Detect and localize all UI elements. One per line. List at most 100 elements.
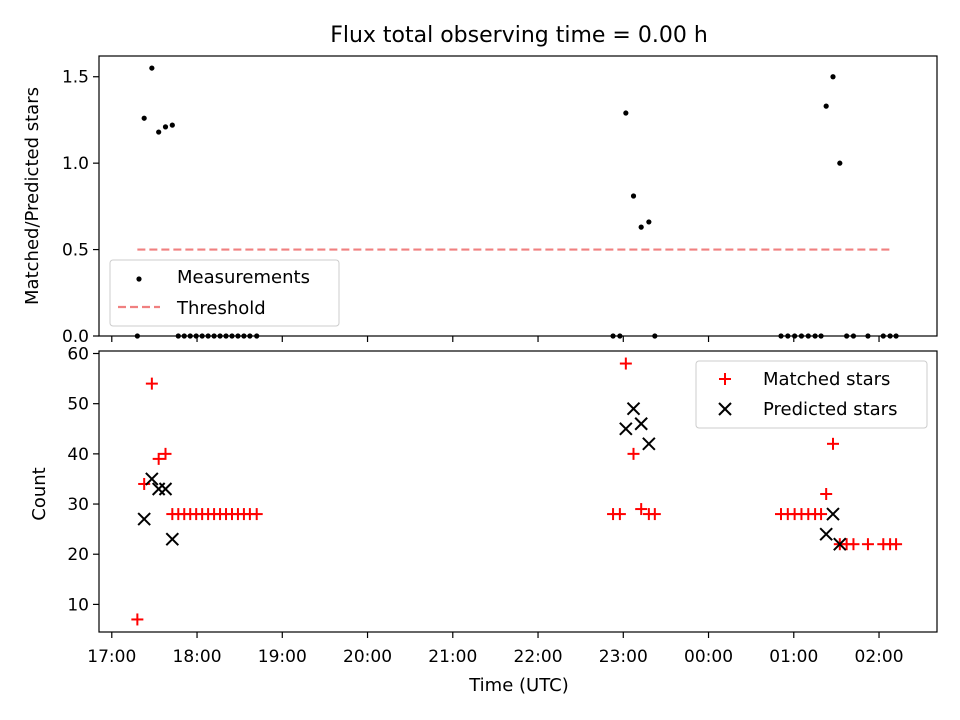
measurement-point bbox=[175, 333, 181, 339]
predicted-stars-point bbox=[619, 422, 633, 436]
measurement-point bbox=[235, 333, 241, 339]
measurement-point bbox=[798, 333, 805, 339]
matched-stars-point bbox=[159, 447, 172, 460]
legend-matched-marker bbox=[719, 373, 731, 385]
x-tick-label: 01:00 bbox=[769, 647, 818, 667]
bottom-y-axis-ticks: 10 20 30 40 50 60 bbox=[67, 345, 99, 615]
measurement-point bbox=[893, 333, 899, 339]
measurement-point bbox=[630, 193, 637, 199]
measurement-point bbox=[247, 333, 253, 339]
predicted-stars-point bbox=[833, 537, 847, 551]
x-tick-label: 23:00 bbox=[599, 647, 648, 667]
matched-stars-point bbox=[826, 437, 839, 450]
measurement-point bbox=[187, 333, 193, 339]
measurement-point bbox=[818, 333, 824, 339]
measurement-point bbox=[887, 333, 893, 339]
top-y-tick-label: 1.5 bbox=[62, 68, 89, 88]
matched-stars-point bbox=[250, 508, 263, 521]
matched-stars-point bbox=[138, 477, 151, 490]
bottom-plot-frame bbox=[98, 350, 938, 633]
matched-stars-point bbox=[627, 447, 640, 460]
measurement-point bbox=[617, 333, 623, 339]
predicted-stars-point bbox=[642, 437, 656, 451]
top-series-layer bbox=[134, 65, 899, 339]
x-tick-label: 18:00 bbox=[173, 647, 222, 667]
matched-stars-point bbox=[820, 488, 833, 501]
matched-stars-point bbox=[145, 377, 158, 390]
x-axis-label: Time (UTC) bbox=[468, 675, 569, 696]
bottom-y-tick-label: 50 bbox=[67, 395, 89, 415]
measurement-point bbox=[880, 333, 886, 339]
measurement-point bbox=[610, 333, 616, 339]
legend-threshold-label: Threshold bbox=[176, 298, 266, 319]
matched-stars-point bbox=[815, 508, 828, 521]
measurement-point bbox=[134, 333, 140, 339]
top-x-axis-ticks bbox=[111, 336, 880, 342]
bottom-y-tick-label: 30 bbox=[67, 495, 89, 515]
matched-stars-point bbox=[847, 538, 860, 551]
bottom-y-axis-label: Count bbox=[29, 467, 50, 520]
top-y-axis-ticks: 0.0 0.5 1.0 1.5 bbox=[62, 68, 99, 347]
legend-measurements-label: Measurements bbox=[177, 267, 310, 288]
measurement-point bbox=[865, 333, 871, 339]
matched-stars-point bbox=[131, 613, 144, 626]
measurement-point bbox=[193, 333, 199, 339]
measurement-point bbox=[181, 333, 187, 339]
measurement-point bbox=[162, 124, 169, 130]
measurement-point bbox=[778, 333, 784, 339]
predicted-stars-point bbox=[158, 482, 173, 496]
measurement-point bbox=[156, 129, 162, 135]
measurement-point bbox=[223, 333, 229, 339]
predicted-stars-point bbox=[826, 507, 840, 521]
matched-stars-point bbox=[861, 538, 874, 551]
measurement-point bbox=[211, 333, 217, 339]
legend-measurements-marker bbox=[136, 276, 142, 282]
predicted-stars-point bbox=[634, 417, 648, 431]
chart-title: Flux total observing time = 0.00 h bbox=[330, 23, 708, 48]
matched-stars-point bbox=[635, 503, 648, 516]
predicted-stars-point bbox=[165, 532, 180, 546]
measurement-point bbox=[812, 333, 818, 339]
measurement-point bbox=[823, 103, 829, 109]
predicted-stars-point bbox=[137, 512, 151, 526]
measurement-point bbox=[837, 160, 843, 166]
legend-predicted-marker bbox=[718, 402, 732, 416]
measurement-point bbox=[623, 110, 629, 116]
predicted-stars-point bbox=[626, 401, 641, 416]
top-plot-frame bbox=[98, 55, 938, 337]
measurement-point bbox=[241, 333, 247, 339]
top-y-tick-label: 0.5 bbox=[62, 241, 89, 261]
measurement-point bbox=[805, 333, 811, 339]
matched-stars-point bbox=[619, 357, 632, 370]
top-legend-box bbox=[109, 259, 340, 327]
measurement-point bbox=[199, 333, 205, 339]
measurement-point bbox=[254, 333, 260, 339]
x-tick-label: 22:00 bbox=[514, 647, 563, 667]
matched-stars-point bbox=[613, 508, 626, 521]
measurement-point bbox=[149, 65, 155, 71]
measurement-point bbox=[792, 333, 798, 339]
measurement-point bbox=[638, 224, 644, 230]
predicted-stars-point bbox=[145, 472, 159, 486]
bottom-legend: Matched stars Predicted stars bbox=[695, 360, 928, 429]
measurement-point bbox=[850, 333, 857, 339]
bottom-y-tick-label: 10 bbox=[67, 595, 89, 615]
x-tick-label: 02:00 bbox=[855, 647, 904, 667]
measurement-point bbox=[229, 333, 235, 339]
bottom-y-tick-label: 60 bbox=[67, 345, 89, 365]
measurement-point bbox=[141, 115, 147, 121]
predicted-stars-point bbox=[151, 482, 166, 496]
bottom-series-layer bbox=[131, 357, 903, 626]
measurement-point bbox=[646, 219, 652, 225]
measurement-point bbox=[652, 333, 658, 339]
measurement-point bbox=[830, 74, 836, 80]
top-y-axis-label: Matched/Predicted stars bbox=[22, 87, 43, 305]
bottom-panel-count-plot: 10 20 30 40 50 60 17:00 18:00 19:00 20:00 21:00 22… bbox=[29, 345, 938, 696]
measurement-point bbox=[785, 333, 791, 339]
x-tick-label: 21:00 bbox=[428, 647, 477, 667]
bottom-legend-box bbox=[695, 360, 928, 429]
bottom-y-tick-label: 20 bbox=[67, 545, 89, 565]
top-y-tick-label: 0.0 bbox=[62, 327, 89, 347]
x-tick-label: 20:00 bbox=[343, 647, 392, 667]
top-y-tick-label: 1.0 bbox=[62, 154, 89, 174]
